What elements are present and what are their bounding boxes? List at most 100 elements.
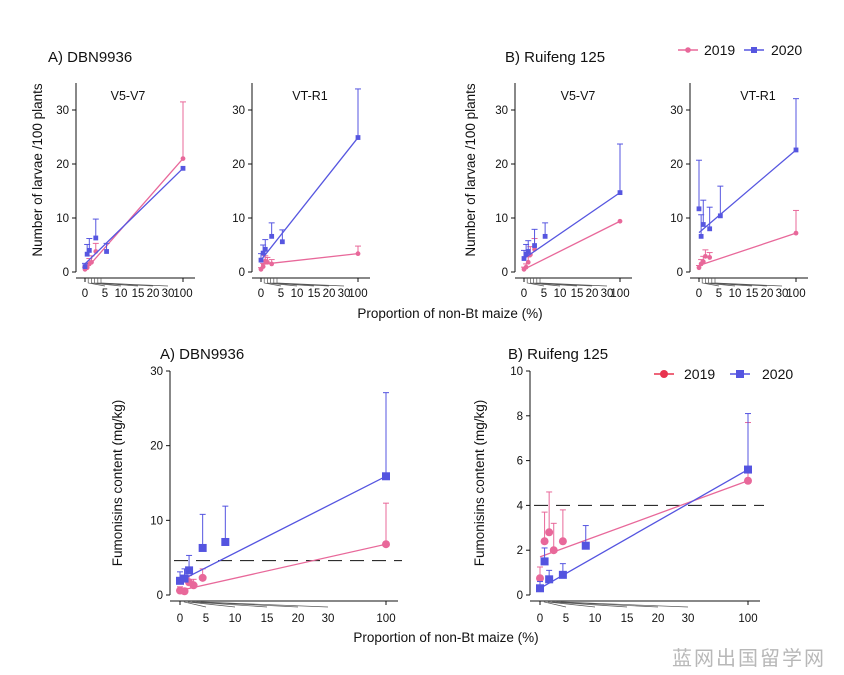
- legend-bottom: 2019 2020: [654, 366, 793, 382]
- series-2019: [176, 502, 390, 596]
- x-tick-label-4: 20: [652, 613, 665, 625]
- x-tick-label-5: 30: [322, 613, 335, 625]
- point-2019-4: [198, 573, 207, 582]
- x-tick-label-6: 100: [173, 288, 192, 300]
- legend-top-2020-label: 2020: [771, 42, 802, 58]
- point-2019-0: [696, 265, 702, 271]
- x-tick-label-6: 100: [738, 613, 757, 625]
- x-fan-line-3: [94, 278, 139, 287]
- legend-top-2019-label: 2019: [704, 42, 735, 58]
- subplot-title-dbn-vtr1: VT-R1: [292, 89, 327, 103]
- point-2019-3: [265, 259, 270, 265]
- x-tick-label-3: 15: [132, 288, 145, 300]
- y-tick-label-0: 0: [517, 590, 523, 602]
- point-2020-2: [700, 222, 706, 227]
- point-2020-0: [82, 264, 88, 269]
- y-tick-label-1: 2: [517, 545, 523, 557]
- bottom-panel-a-title: A) DBN9936: [160, 346, 244, 363]
- point-2019-3: [703, 253, 708, 259]
- x-tick-label-3: 15: [261, 613, 274, 625]
- legend-bottom-2019-label: 2019: [684, 366, 715, 382]
- bottom-y-axis-title-left: Fumonisins content (mg/kg): [110, 400, 125, 567]
- x-tick-label-4: 20: [761, 288, 774, 300]
- x-tick-label-0: 0: [258, 288, 264, 300]
- x-tick-label-0: 0: [521, 288, 527, 300]
- point-2020-0: [521, 256, 527, 261]
- x-tick-label-1: 5: [102, 288, 108, 300]
- top-panel-b-title: B) Ruifeng 125: [505, 49, 605, 66]
- point-2020-1: [260, 250, 266, 256]
- chart-fumonisins-dbn: 0 10 20 30 0 5 10 15 20 30 100: [150, 366, 402, 625]
- y-tick-label-3: 30: [150, 366, 163, 378]
- y-tick-label-5: 10: [510, 366, 523, 378]
- fit-line-2019: [539, 480, 749, 558]
- bottom-y-axis-title-right: Fumonisins content (mg/kg): [472, 400, 487, 567]
- x-tick-label-2: 10: [115, 288, 128, 300]
- x-tick-label-4: 20: [323, 288, 336, 300]
- y-tick-label-4: 8: [517, 411, 523, 423]
- point-2019-3: [189, 581, 198, 590]
- subplot-title-rf-vtr1: VT-R1: [740, 89, 775, 103]
- bottom-x-axis-title: Proportion of non-Bt maize (%): [353, 630, 538, 645]
- x-tick-label-6: 100: [786, 288, 805, 300]
- x-tick-label-1: 5: [278, 288, 284, 300]
- y-tick-label-3: 30: [56, 105, 69, 117]
- y-tick-label-3: 30: [495, 105, 508, 117]
- series-2020: [521, 143, 623, 261]
- series-2020: [696, 98, 799, 239]
- point-2019-3: [549, 546, 558, 555]
- x-fan-line-3: [552, 601, 628, 608]
- legend-bottom-2020-marker: [736, 370, 744, 378]
- fit-line-2020: [84, 167, 184, 265]
- series-2020: [176, 392, 390, 585]
- point-2020-4: [542, 233, 548, 239]
- watermark: 蓝网出国留学网: [672, 647, 826, 670]
- point-2020-2: [525, 249, 531, 254]
- x-fan-line-4: [556, 601, 659, 608]
- x-fan-line-5: [560, 601, 689, 608]
- point-2020-2: [185, 566, 194, 575]
- x-tick-label-2: 10: [589, 613, 602, 625]
- y-tick-label-0: 0: [239, 267, 245, 279]
- point-2020-4: [104, 249, 109, 254]
- x-tick-label-5: 30: [162, 288, 175, 300]
- fit-line-2019: [260, 252, 359, 266]
- subplot-title-rf-v5v7: V5-V7: [561, 89, 596, 103]
- x-tick-label-2: 10: [229, 613, 242, 625]
- x-tick-label-3: 15: [571, 288, 584, 300]
- y-tick-label-2: 20: [150, 441, 163, 453]
- y-tick-label-0: 0: [63, 267, 69, 279]
- fit-line-2019: [84, 158, 184, 271]
- point-2020-3: [558, 570, 567, 579]
- point-2020-5: [744, 465, 752, 474]
- point-2020-3: [707, 226, 713, 232]
- top-y-axis-title-right: Number of larvae /100 plants: [463, 83, 478, 257]
- x-tick-label-5: 30: [601, 288, 614, 300]
- x-fan-line-2: [91, 278, 122, 287]
- x-tick-label-2: 10: [291, 288, 304, 300]
- x-tick-label-4: 20: [586, 288, 599, 300]
- point-2019-5: [355, 251, 361, 257]
- x-fan-line-3: [192, 601, 268, 608]
- top-panel-a-title: A) DBN9936: [48, 49, 132, 66]
- series-2020: [82, 165, 186, 269]
- y-tick-label-0: 0: [157, 590, 163, 602]
- point-2020-5: [355, 135, 361, 140]
- x-fan-line-4: [97, 278, 154, 287]
- y-tick-label-1: 10: [56, 213, 69, 225]
- x-tick-label-6: 100: [610, 288, 629, 300]
- point-2020-1: [540, 557, 549, 566]
- fit-line-2020: [179, 475, 387, 582]
- point-2020-3: [198, 543, 207, 552]
- point-2020-1: [84, 251, 90, 257]
- x-fan-line-5: [714, 278, 783, 287]
- x-fan-line-5: [200, 601, 329, 608]
- series-2019: [536, 422, 752, 583]
- point-2020-4: [581, 541, 590, 550]
- point-2019-5: [180, 156, 186, 162]
- fit-line-2020: [698, 149, 797, 234]
- point-2019-5: [617, 218, 623, 224]
- point-2020-2: [262, 246, 268, 252]
